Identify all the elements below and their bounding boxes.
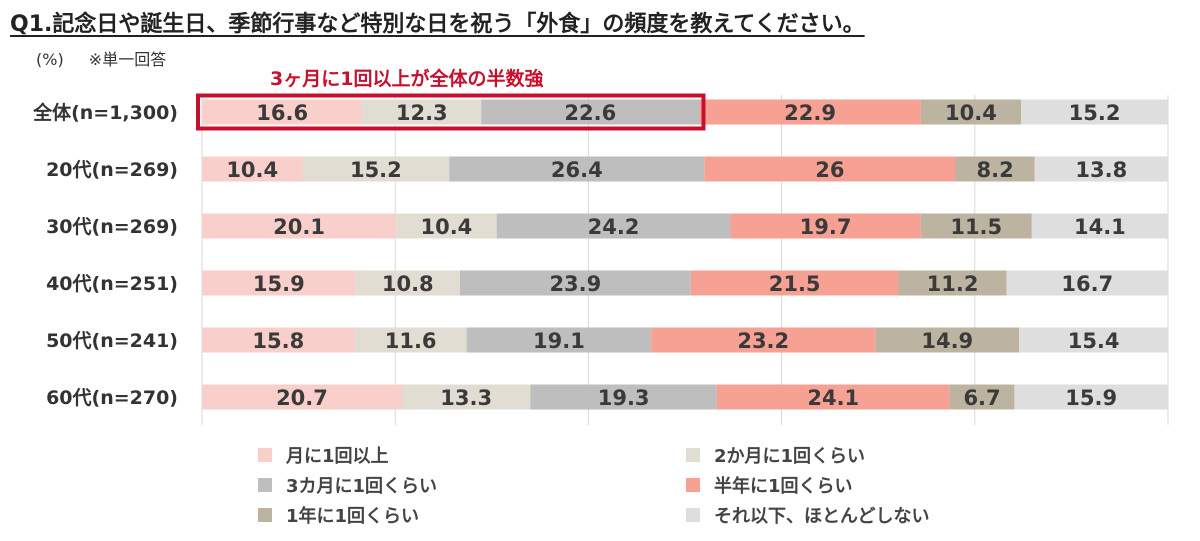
bar-segment (949, 384, 1015, 410)
data-label: 11.2 (927, 272, 979, 296)
data-label: 15.9 (253, 272, 305, 296)
bar-segment (481, 99, 700, 125)
bar-segment (1021, 99, 1168, 125)
category-label: 50代(n=241) (46, 330, 178, 352)
data-label: 8.2 (976, 158, 1013, 182)
data-label: 16.7 (1061, 272, 1113, 296)
data-label: 20.7 (276, 386, 328, 410)
bar-segment (302, 156, 450, 182)
bar-segment (202, 327, 355, 353)
data-label: 15.2 (350, 158, 402, 182)
bar-segment (202, 384, 402, 410)
bar-segment (1031, 213, 1168, 239)
data-label: 11.5 (950, 215, 1002, 239)
bar-segment (1019, 327, 1168, 353)
data-label: 10.4 (420, 215, 472, 239)
unit-note: (%) (36, 50, 64, 69)
bar-segment (530, 384, 717, 410)
data-label: 21.5 (769, 272, 821, 296)
bar-segment (955, 156, 1035, 182)
highlight-callout: 3ヶ月に1回以上が全体の半数強 (270, 68, 544, 90)
data-label: 24.2 (588, 215, 640, 239)
data-label: 11.6 (385, 329, 437, 353)
bar-segment (202, 213, 397, 239)
data-label: 15.9 (1065, 386, 1117, 410)
data-label: 26.4 (551, 158, 603, 182)
data-label: 20.1 (273, 215, 325, 239)
data-label: 15.2 (1069, 101, 1121, 125)
data-label: 16.6 (256, 101, 308, 125)
bar-segment (1006, 270, 1168, 296)
data-label: 23.9 (549, 272, 601, 296)
data-label: 22.6 (564, 101, 616, 125)
bar-segment (1014, 384, 1168, 410)
highlight-box (196, 93, 706, 131)
bar-segment (202, 270, 356, 296)
bar-segment (459, 270, 691, 296)
data-label: 13.3 (440, 386, 492, 410)
bar-segment (396, 213, 497, 239)
bar-segment (401, 384, 531, 410)
data-label: 22.9 (784, 101, 836, 125)
bar-segment (354, 327, 467, 353)
data-label: 13.8 (1075, 158, 1127, 182)
data-label: 10.8 (382, 272, 434, 296)
data-label: 14.9 (921, 329, 973, 353)
data-label: 19.7 (800, 215, 852, 239)
data-label: 15.4 (1068, 329, 1120, 353)
category-label: 40代(n=251) (46, 273, 178, 295)
data-label: 15.8 (252, 329, 304, 353)
chart-subtitle: (%) ※単一回答 (36, 46, 186, 70)
bar-segment (362, 99, 482, 125)
data-label: 10.4 (945, 101, 997, 125)
bar-segment (651, 327, 876, 353)
data-label: 14.1 (1074, 215, 1126, 239)
bar-segment (704, 156, 956, 182)
data-label: 12.3 (396, 101, 448, 125)
data-label: 19.1 (533, 329, 585, 353)
bar-segment (202, 156, 303, 182)
bar-segment (920, 213, 1032, 239)
bar-segment (496, 213, 731, 239)
data-label: 19.3 (598, 386, 650, 410)
bar-segment (355, 270, 460, 296)
data-label: 10.4 (226, 158, 278, 182)
category-label: 全体(n=1,300) (32, 101, 178, 124)
bar-segment (690, 270, 899, 296)
bar-segment (699, 99, 921, 125)
bar-segment (1034, 156, 1168, 182)
category-label: 20代(n=269) (46, 159, 178, 181)
bar-segment (449, 156, 705, 182)
bar-segment (466, 327, 652, 353)
bar-segment (920, 99, 1022, 125)
data-label: 24.1 (807, 386, 859, 410)
chart-title: Q1.記念日や誕生日、季節行事など特別な日を祝う「外食」の頻度を教えてください。 (10, 12, 865, 37)
bar-segment (730, 213, 921, 239)
bar-segment (898, 270, 1007, 296)
category-label: 30代(n=269) (46, 216, 178, 238)
data-label: 23.2 (737, 329, 789, 353)
answer-note: ※単一回答 (88, 50, 167, 69)
bar-segment (202, 99, 363, 125)
data-label: 6.7 (963, 386, 1000, 410)
bar-segment (716, 384, 950, 410)
category-label: 60代(n=270) (46, 387, 178, 409)
data-label: 26 (815, 158, 844, 182)
bar-segment (875, 327, 1020, 353)
